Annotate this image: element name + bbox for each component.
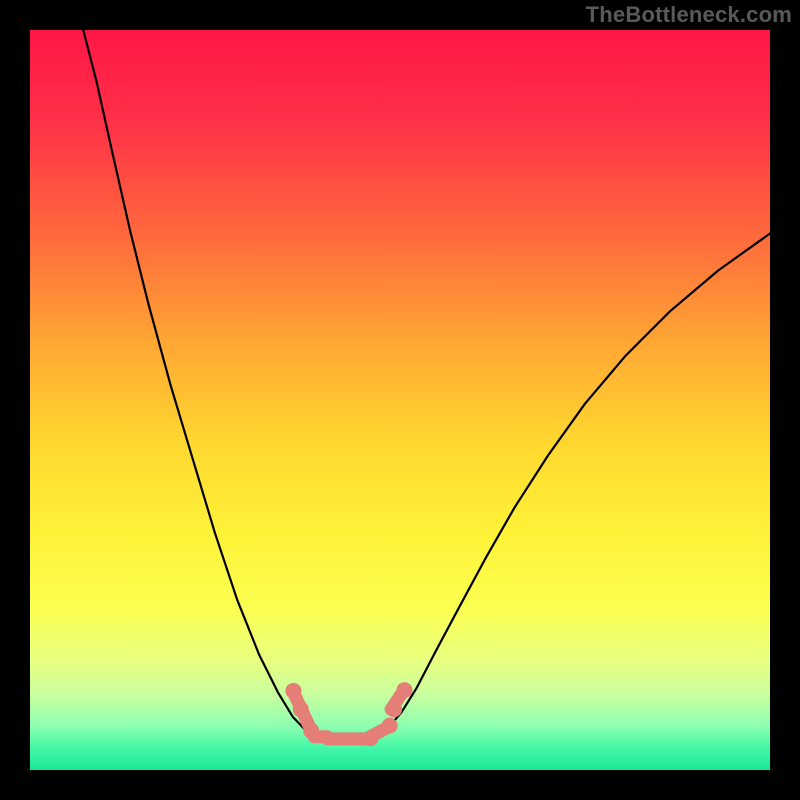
watermark-text: TheBottleneck.com [586,2,792,28]
highlight-marker [362,730,378,746]
highlight-marker [386,701,402,717]
highlight-marker [396,682,412,698]
gradient-background [30,30,770,770]
highlight-marker [382,718,398,734]
highlight-marker [303,723,319,739]
bottleneck-curve-chart [0,0,800,800]
highlight-marker [293,701,309,717]
highlight-marker [285,683,301,699]
